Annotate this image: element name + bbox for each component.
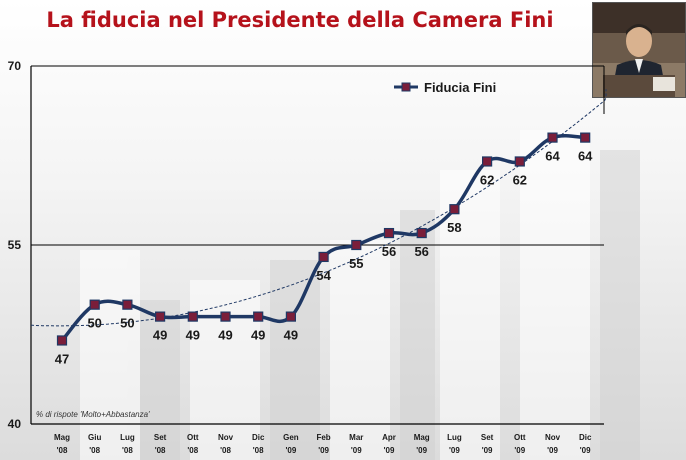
x-tick-label-year: '09 [482, 446, 493, 455]
data-label: 47 [55, 351, 69, 366]
data-point [187, 311, 198, 322]
trend-line [30, 89, 607, 327]
data-label: 49 [218, 328, 232, 343]
series-markers [56, 132, 591, 346]
data-label: 54 [316, 268, 331, 283]
data-label: 62 [480, 172, 494, 187]
x-tick-labels: Mag '08 Giu '08 Lug '08 Set '08 Ott '08 Nov '08 Dic '… [54, 433, 592, 455]
x-tick-label-year: '09 [449, 446, 460, 455]
legend-marker [401, 82, 411, 92]
data-point [351, 239, 362, 251]
x-tick-label-month: Feb [316, 433, 330, 442]
x-tick-label-month: Nov [545, 433, 561, 442]
data-label: 58 [447, 220, 461, 235]
x-tick-label-year: '09 [514, 446, 525, 455]
y-tick-label: 70 [8, 59, 22, 73]
x-tick-label-month: Set [481, 433, 494, 442]
x-tick-label-year: '08 [220, 446, 231, 455]
x-tick-label-month: Ott [514, 433, 526, 442]
x-tick-label-year: '08 [57, 446, 68, 455]
x-tick-label-year: '09 [285, 446, 296, 455]
data-label: 64 [545, 149, 560, 164]
data-point [482, 156, 493, 167]
x-tick-label-month: Mag [414, 433, 430, 442]
data-label: 56 [414, 244, 428, 259]
data-label: 49 [284, 328, 298, 343]
x-tick-label-month: Mar [349, 433, 363, 442]
data-point [122, 299, 133, 310]
x-tick-label-month: Nov [218, 433, 234, 442]
x-tick-label-year: '08 [253, 446, 264, 455]
x-tick-label-year: '08 [155, 446, 166, 455]
y-tick-labels: 40 55 70 [8, 59, 22, 431]
y-tick-label: 40 [8, 417, 22, 431]
series-line-fiducia-fini [60, 133, 586, 342]
data-point [383, 227, 395, 239]
data-point [253, 311, 264, 322]
data-point [89, 299, 100, 310]
gridlines [31, 65, 604, 246]
data-label: 49 [251, 328, 265, 343]
chart-title: La fiducia nel Presidente della Camera F… [46, 8, 554, 32]
x-tick-label-month: Giu [88, 433, 101, 442]
x-tick-label-year: '09 [580, 446, 591, 455]
data-point [580, 132, 591, 143]
data-label: 49 [186, 328, 200, 343]
x-tick-label-year: '09 [384, 446, 395, 455]
x-tick-label-month: Dic [252, 433, 265, 442]
x-tick-label-month: Gen [283, 433, 299, 442]
source-note: % di rispote 'Molto+Abbastanza' [36, 410, 150, 419]
legend: Fiducia Fini [394, 80, 496, 95]
data-label: 50 [120, 316, 134, 331]
data-point [220, 311, 231, 322]
data-point [318, 251, 329, 263]
x-tick-label-month: Mag [54, 433, 70, 442]
x-tick-label-year: '08 [122, 446, 133, 455]
data-label: 55 [349, 256, 363, 271]
x-tick-label-month: Set [154, 433, 167, 442]
data-label: 62 [513, 172, 527, 187]
data-label: 50 [87, 316, 101, 331]
x-tick-label-month: Ott [187, 433, 199, 442]
x-tick-label-year: '09 [351, 446, 362, 455]
y-tick-label: 55 [8, 238, 22, 252]
data-label: 56 [382, 244, 396, 259]
legend-label: Fiducia Fini [424, 80, 496, 95]
x-tick-label-month: Dic [579, 433, 592, 442]
x-tick-label-year: '09 [416, 446, 427, 455]
data-point [514, 156, 525, 167]
data-point [155, 311, 166, 322]
x-tick-label-year: '09 [318, 446, 329, 455]
portrait-illustration [593, 3, 685, 97]
x-tick-label-month: Lug [120, 433, 135, 442]
x-tick-label-month: Lug [447, 433, 462, 442]
x-tick-label-year: '09 [547, 446, 558, 455]
data-point [547, 132, 558, 143]
data-point [416, 227, 427, 239]
x-tick-label-year: '08 [89, 446, 100, 455]
data-point [56, 335, 68, 346]
data-point [449, 204, 460, 215]
data-label: 64 [578, 149, 593, 164]
data-labels: 47 50 50 49 49 49 49 49 54 55 56 56 58 62 62 64 64 [55, 149, 593, 367]
data-point [285, 311, 296, 322]
x-tick-label-year: '08 [187, 446, 198, 455]
data-label: 49 [153, 328, 167, 343]
x-tick-label-month: Apr [382, 433, 396, 442]
